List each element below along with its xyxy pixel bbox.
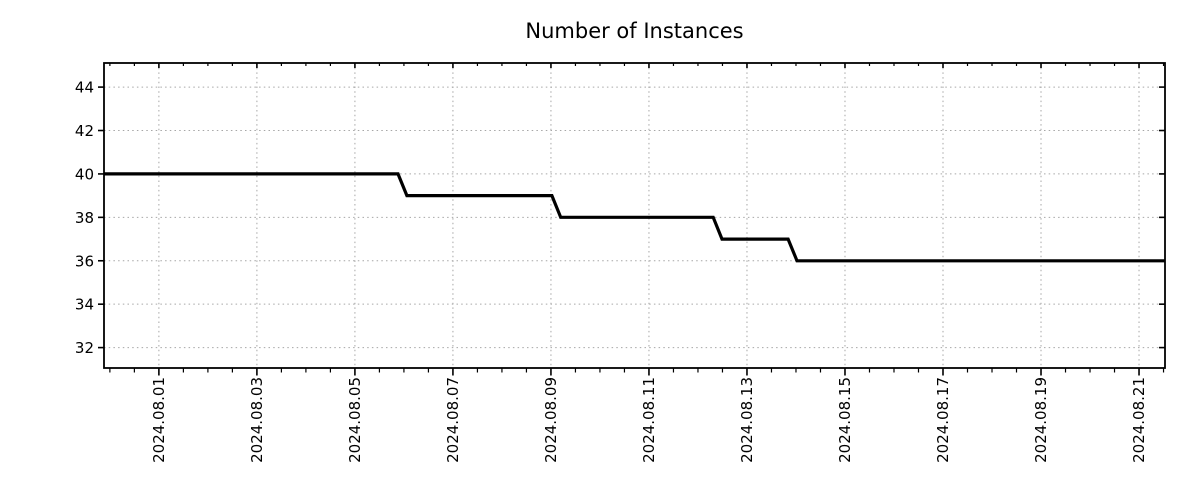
x-tick-label: 2024.08.09	[542, 377, 560, 463]
x-tick-label: 2024.08.21	[1130, 377, 1148, 463]
x-tick-label: 2024.08.03	[248, 377, 266, 463]
y-tick-label: 44	[75, 79, 94, 97]
plot-border	[103, 62, 1166, 369]
x-tick-label: 2024.08.05	[346, 377, 364, 463]
y-tick-label: 38	[75, 209, 94, 227]
x-tick-label: 2024.08.07	[444, 377, 462, 463]
y-tick-label: 34	[75, 296, 94, 314]
x-tick-label: 2024.08.15	[836, 377, 854, 463]
chart-title: Number of Instances	[525, 19, 743, 43]
x-tick-label: 2024.08.19	[1032, 377, 1050, 463]
x-tick-label: 2024.08.13	[738, 377, 756, 463]
x-tick-label: 2024.08.01	[150, 377, 168, 463]
x-tick-label: 2024.08.17	[934, 377, 952, 463]
x-tick-label: 2024.08.11	[640, 377, 658, 463]
y-tick-label: 42	[75, 122, 94, 140]
y-tick-label: 32	[75, 339, 94, 357]
y-tick-label: 36	[75, 252, 94, 270]
instances-step-line	[104, 172, 1165, 263]
y-tick-label: 40	[75, 165, 94, 183]
